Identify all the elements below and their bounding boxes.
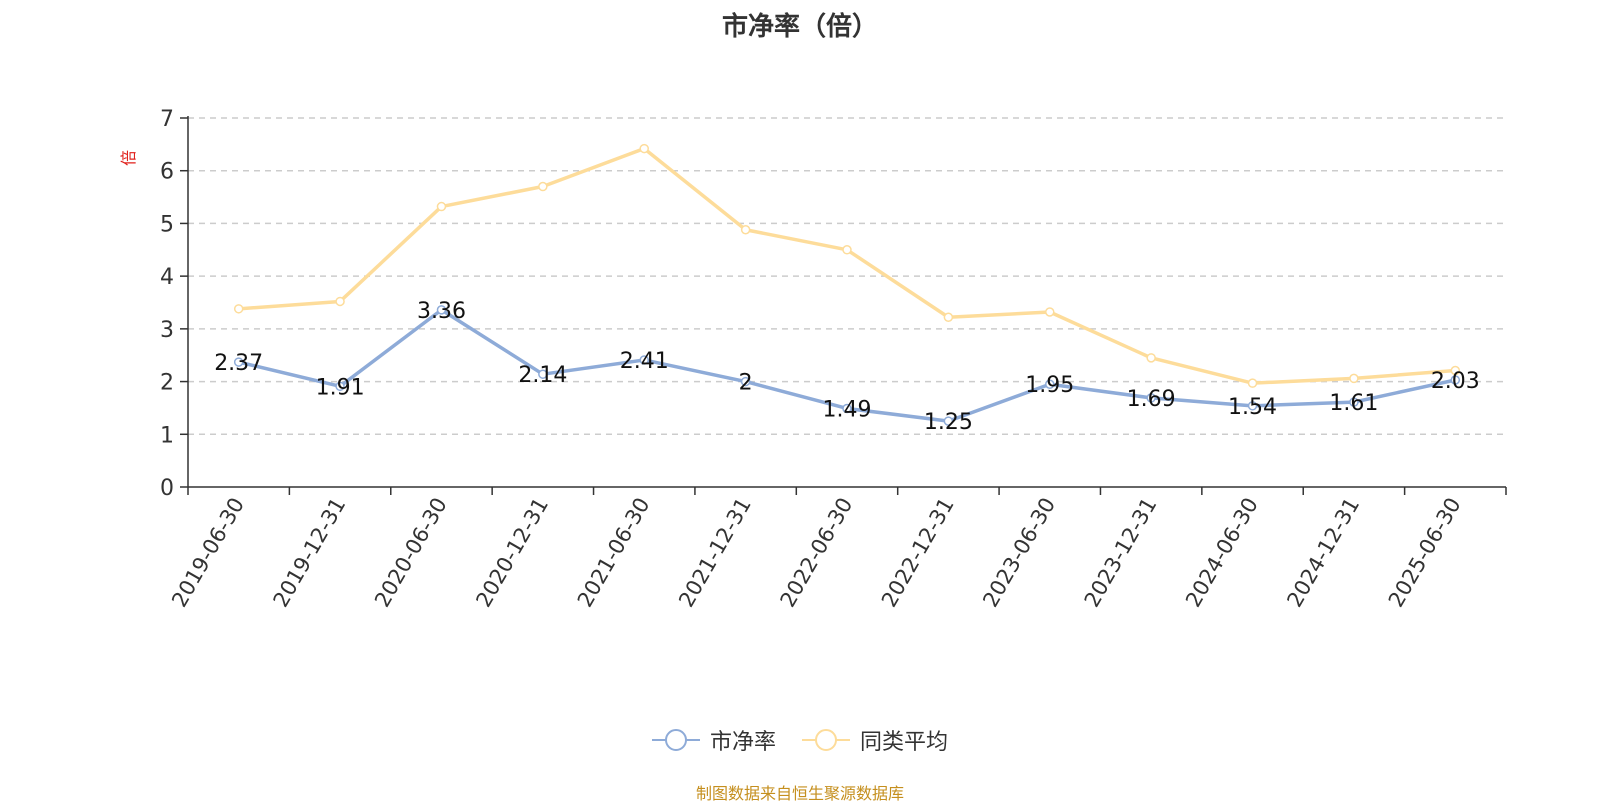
data-point[interactable] xyxy=(335,296,345,307)
data-point[interactable] xyxy=(1146,353,1156,363)
y-tick-label: 5 xyxy=(160,212,174,237)
data-point[interactable] xyxy=(436,305,447,315)
x-tick-label: 2020-12-31 xyxy=(471,494,553,612)
data-label: 2.41 xyxy=(620,349,669,374)
data-point[interactable] xyxy=(740,225,751,235)
data-label: 3.36 xyxy=(417,299,466,324)
data-label: 1.49 xyxy=(823,397,872,422)
data-label: 1.69 xyxy=(1127,387,1176,412)
x-tick-label: 2024-12-31 xyxy=(1282,494,1364,612)
y-tick-label: 7 xyxy=(160,107,174,132)
data-label: 1.61 xyxy=(1329,391,1378,416)
data-point[interactable] xyxy=(1247,401,1258,411)
data-label: 2.14 xyxy=(518,363,567,388)
x-tick-label: 2020-06-30 xyxy=(370,494,452,612)
data-source-note: 制图数据来自恒生聚源数据库 xyxy=(695,784,904,803)
x-tick-label: 2025-06-30 xyxy=(1384,494,1466,612)
data-point[interactable] xyxy=(1045,307,1055,317)
chart-title: 市净率（倍） xyxy=(721,12,878,42)
x-tick-label: 2023-12-31 xyxy=(1080,494,1162,612)
y-tick-label: 6 xyxy=(160,160,174,185)
y-tick-label: 0 xyxy=(160,476,174,501)
data-point[interactable] xyxy=(943,416,954,426)
x-tick-label: 2022-06-30 xyxy=(776,494,858,612)
y-axis-label: 倍 xyxy=(119,150,138,166)
data-point[interactable] xyxy=(639,143,649,154)
data-point[interactable] xyxy=(335,381,345,392)
data-point[interactable] xyxy=(639,355,649,365)
data-point[interactable] xyxy=(1146,393,1156,403)
x-tick-label: 2021-06-30 xyxy=(573,494,655,612)
data-point[interactable] xyxy=(1450,365,1461,376)
data-point[interactable] xyxy=(233,357,244,367)
legend-label-series-1: 市净率 xyxy=(709,730,776,755)
data-label: 2.37 xyxy=(214,351,263,376)
x-tick-label: 2023-06-30 xyxy=(978,494,1060,612)
series-lines xyxy=(233,143,1461,426)
x-tick-label: 2019-12-31 xyxy=(269,494,351,612)
gridlines xyxy=(188,117,1506,436)
data-point[interactable] xyxy=(1045,379,1055,389)
x-tick-label: 2019-06-30 xyxy=(167,494,249,612)
data-point[interactable] xyxy=(1349,397,1359,407)
data-point[interactable] xyxy=(538,369,548,379)
data-label: 1.95 xyxy=(1025,373,1074,398)
y-tick-label: 3 xyxy=(160,318,174,343)
y-tick-label: 1 xyxy=(160,423,174,448)
legend-line-circle-icon xyxy=(651,729,700,751)
data-point[interactable] xyxy=(842,403,852,414)
data-point[interactable] xyxy=(538,181,548,192)
x-tick-label: 2021-12-31 xyxy=(674,494,756,612)
y-tick-label: 4 xyxy=(160,265,174,290)
data-point[interactable] xyxy=(436,201,447,212)
data-point[interactable] xyxy=(943,312,954,323)
data-point[interactable] xyxy=(1349,373,1359,384)
legend-item-series-2[interactable]: 同类平均 xyxy=(802,724,948,756)
x-tick-label: 2022-12-31 xyxy=(877,494,959,612)
legend-label-series-2: 同类平均 xyxy=(860,730,949,755)
x-tick-label: 2024-06-30 xyxy=(1181,494,1263,612)
data-point[interactable] xyxy=(740,376,751,387)
data-labels: 2.37 1.91 3.36 2.14 2.41 2 1.49 1.25 1.95 1.69 1.5… xyxy=(214,299,1480,435)
y-tick-label: 2 xyxy=(160,371,174,396)
series-line-2 xyxy=(238,146,1456,385)
data-label: 1.54 xyxy=(1228,395,1277,420)
legend: 市净率 同类平均 xyxy=(0,720,1600,760)
data-point[interactable] xyxy=(842,245,852,255)
legend-line-circle-icon xyxy=(802,729,850,751)
data-point[interactable] xyxy=(1450,375,1461,385)
data-label: 2.03 xyxy=(1431,369,1480,394)
data-point[interactable] xyxy=(1247,378,1258,388)
data-point[interactable] xyxy=(233,304,244,314)
data-label: 1.25 xyxy=(924,410,973,435)
data-label: 1.91 xyxy=(316,375,365,400)
data-label: 2 xyxy=(739,371,753,396)
legend-item-series-1[interactable]: 市净率 xyxy=(651,724,776,756)
